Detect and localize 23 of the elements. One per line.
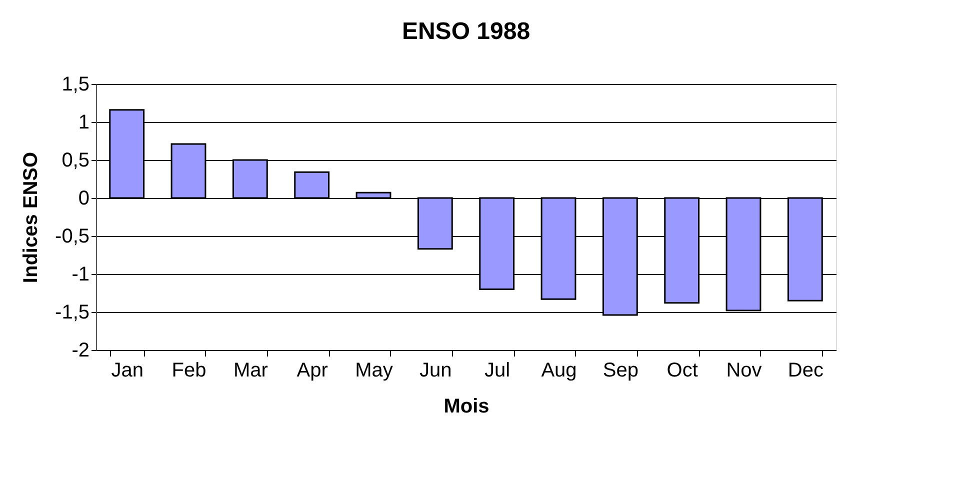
y-tick-label: -1 (72, 264, 90, 286)
y-tick-label: 1,5 (62, 74, 90, 96)
y-tick-label: 0 (78, 188, 90, 210)
x-tick-label: Oct (666, 360, 698, 382)
x-tick-label: Aug (541, 360, 577, 382)
x-axis-title: Mois (444, 396, 490, 418)
y-tick-label: 0,5 (62, 150, 90, 172)
y-tick-label: -2 (72, 340, 90, 362)
y-axis-title: Indices ENSO (20, 152, 42, 284)
y-tick-label: 1 (78, 112, 90, 134)
x-tick-label: Jan (111, 360, 144, 382)
x-tick-label: Nov (726, 360, 762, 382)
x-tick-label: Dec (788, 360, 824, 382)
chart-title: ENSO 1988 (402, 18, 530, 45)
x-tick-label: Jul (484, 360, 510, 382)
x-tick-label: Jun (420, 360, 452, 382)
y-tick-label: -1,5 (55, 302, 90, 324)
x-tick-label: May (355, 360, 393, 382)
y-tick-label: -0,5 (55, 226, 90, 248)
x-tick-label: Apr (296, 360, 328, 382)
x-tick-label: Mar (233, 360, 268, 382)
x-tick-label: Feb (172, 360, 206, 382)
x-tick-label: Sep (602, 360, 638, 382)
